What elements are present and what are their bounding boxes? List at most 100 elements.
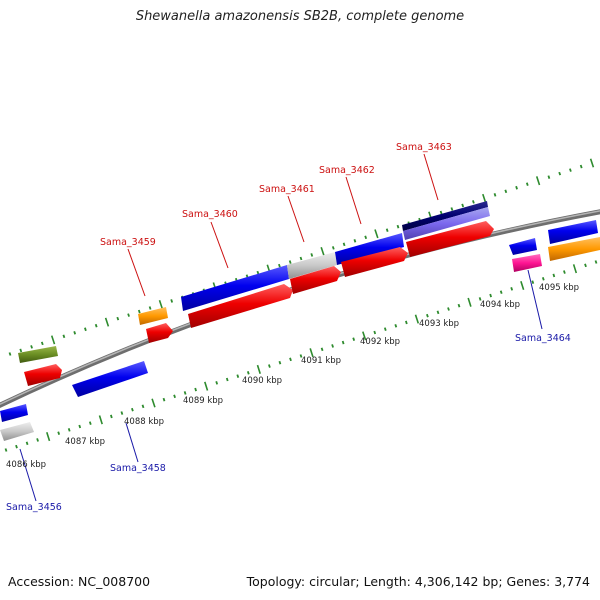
- minor-tick: [331, 246, 335, 250]
- minor-tick: [57, 431, 61, 435]
- gene-feature[interactable]: [548, 220, 598, 244]
- minor-tick: [584, 263, 587, 268]
- gene-label-sama-3463[interactable]: Sama_3463: [396, 142, 452, 153]
- minor-tick: [525, 182, 529, 186]
- minor-tick: [88, 421, 92, 425]
- scale-label: 4087 kbp: [65, 437, 105, 447]
- minor-tick: [563, 270, 566, 274]
- minor-tick: [515, 185, 518, 190]
- minor-tick: [331, 344, 334, 348]
- minor-tick: [246, 371, 250, 375]
- minor-tick: [558, 171, 562, 176]
- major-tick: [46, 432, 51, 442]
- gene-label-sama-3461[interactable]: Sama_3461: [259, 184, 315, 195]
- callout-lines: [19, 153, 543, 502]
- scale-label: 4094 kbp: [480, 300, 520, 310]
- callout-line: [345, 176, 362, 225]
- major-tick: [309, 348, 314, 358]
- minor-tick: [426, 313, 429, 318]
- gene-feature[interactable]: [24, 364, 62, 386]
- minor-tick: [8, 352, 12, 356]
- gene-feature[interactable]: [72, 361, 148, 397]
- minor-tick: [84, 327, 87, 332]
- minor-tick: [131, 407, 134, 412]
- gene-label-sama-3462[interactable]: Sama_3462: [319, 165, 375, 176]
- gene-label-sama-3458[interactable]: Sama_3458: [110, 463, 166, 474]
- gene-feature[interactable]: [548, 237, 600, 261]
- gene-feature[interactable]: [287, 252, 337, 279]
- major-tick: [414, 314, 420, 324]
- gene-label-sama-3460[interactable]: Sama_3460: [182, 209, 238, 220]
- minor-tick: [4, 448, 8, 452]
- callout-line: [423, 153, 439, 201]
- minor-tick: [547, 175, 551, 179]
- minor-tick: [510, 287, 514, 291]
- major-tick: [151, 398, 156, 408]
- gene-feature[interactable]: [18, 346, 58, 363]
- major-tick: [98, 415, 103, 425]
- minor-tick: [183, 391, 187, 395]
- minor-tick: [310, 253, 314, 257]
- major-tick: [204, 381, 209, 391]
- scale-label: 4090 kbp: [242, 376, 282, 386]
- gene-feature[interactable]: [402, 201, 488, 231]
- minor-tick: [364, 235, 368, 240]
- gene-label-sama-3459[interactable]: Sama_3459: [100, 237, 156, 248]
- major-tick: [482, 193, 487, 203]
- minor-tick: [137, 309, 141, 314]
- callout-line: [125, 422, 139, 463]
- scale-label: 4089 kbp: [183, 396, 223, 406]
- minor-tick: [256, 270, 260, 275]
- minor-tick: [461, 203, 465, 208]
- gene-feature[interactable]: [0, 404, 28, 422]
- minor-tick: [116, 316, 120, 321]
- callout-line: [287, 195, 305, 243]
- minor-tick: [499, 290, 503, 294]
- minor-tick: [493, 193, 497, 197]
- minor-tick: [110, 414, 113, 419]
- gene-feature[interactable]: [290, 266, 341, 294]
- gene-feature[interactable]: [341, 247, 408, 277]
- minor-tick: [194, 387, 197, 392]
- minor-tick: [320, 347, 324, 352]
- gene-feature[interactable]: [138, 307, 168, 325]
- minor-tick: [78, 424, 82, 429]
- minor-tick: [489, 293, 492, 298]
- gene-label-sama-3464[interactable]: Sama_3464: [515, 333, 571, 344]
- gene-label-sama-3456[interactable]: Sama_3456: [6, 502, 62, 513]
- minor-tick: [120, 411, 124, 415]
- accession-text: Accession: NC_008700: [8, 574, 151, 589]
- minor-tick: [162, 397, 166, 402]
- gene-feature[interactable]: [406, 221, 494, 257]
- minor-tick: [127, 313, 130, 317]
- gene-feature[interactable]: [146, 323, 173, 343]
- gene-feature[interactable]: [188, 284, 293, 328]
- minor-tick: [278, 360, 282, 365]
- major-tick: [520, 280, 525, 291]
- reverse-strand-genes: [0, 238, 537, 441]
- minor-tick: [541, 277, 545, 281]
- minor-tick: [148, 306, 152, 310]
- minor-tick: [289, 357, 292, 362]
- gene-feature[interactable]: [509, 238, 537, 255]
- gene-feature[interactable]: [403, 207, 490, 240]
- minor-tick: [478, 297, 482, 301]
- gene-feature[interactable]: [0, 422, 34, 441]
- gene-feature[interactable]: [181, 265, 289, 311]
- minor-tick: [436, 310, 440, 315]
- callout-line: [19, 448, 37, 502]
- scale-label: 4092 kbp: [360, 337, 400, 347]
- minor-tick: [62, 334, 66, 339]
- minor-tick: [73, 331, 77, 335]
- red-strand-genes: [24, 221, 494, 386]
- minor-tick: [15, 444, 18, 449]
- minor-tick: [447, 307, 450, 311]
- minor-tick: [225, 377, 229, 382]
- genome-summary-text: Topology: circular; Length: 4,306,142 bp…: [246, 574, 590, 589]
- gene-feature[interactable]: [335, 233, 404, 265]
- scale-label: 4088 kbp: [124, 417, 164, 427]
- minor-tick: [236, 374, 240, 378]
- gene-feature[interactable]: [512, 254, 542, 272]
- major-tick: [320, 246, 325, 256]
- minor-tick: [67, 428, 71, 432]
